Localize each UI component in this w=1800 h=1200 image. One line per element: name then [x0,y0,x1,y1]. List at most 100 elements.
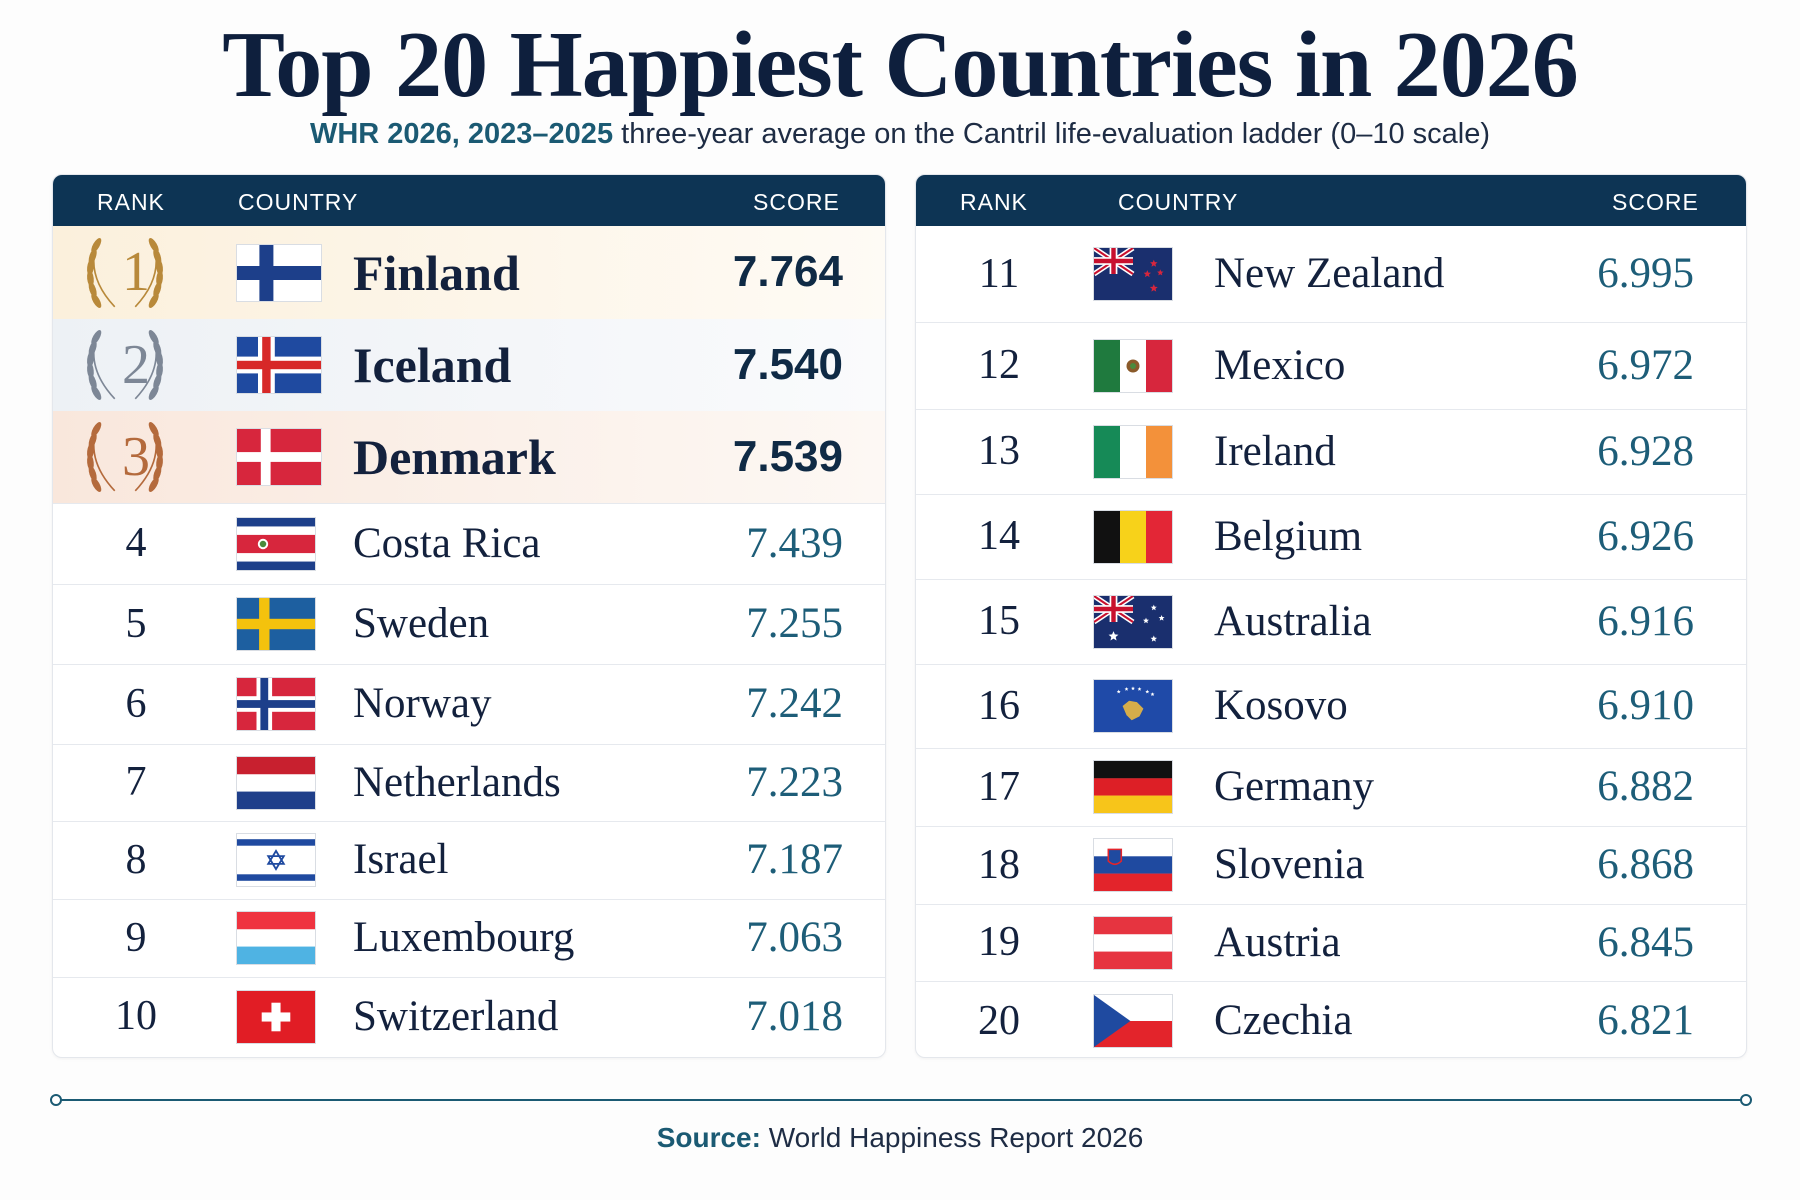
rank-value: 14 [978,513,1020,560]
rank-value: 10 [115,993,157,1040]
subtitle: WHR 2026, 2023–2025 three-year average o… [0,118,1800,151]
kosovo-flag-icon [1094,680,1172,732]
table-row: 16 Kosovo 6.910 [916,664,1746,749]
header-score: SCORE [753,189,840,215]
source-note: Source: World Happiness Report 2026 [0,1122,1800,1154]
rank-value: 11 [978,250,1020,297]
score-value: 7.242 [746,680,843,728]
country-name: Costa Rica [353,519,541,567]
norway-flag-icon [237,678,315,730]
slovenia-flag-icon [1094,839,1172,891]
denmark-flag-icon [237,429,321,485]
footer-divider [56,1099,1746,1101]
sweden-flag-icon [237,598,315,650]
rank-value: 16 [978,682,1020,729]
subtitle-text: three-year average on the Cantril life-e… [621,118,1491,150]
table-row: 6 Norway 7.242 [53,664,885,745]
ranking-table-left: RANK COUNTRY SCORE 1 Finland 7.764 2 Iceland… [52,174,886,1058]
rank-value: 9 [125,914,147,961]
australia-flag-icon [1094,595,1172,648]
score-value: 7.255 [746,600,843,648]
belgium-flag-icon [1094,510,1172,563]
divider-end-dot [50,1094,62,1106]
rank-value: 20 [978,997,1020,1044]
rank-value: 4 [125,520,147,567]
score-value: 6.926 [1597,512,1694,560]
finland-flag-icon [237,244,321,301]
netherlands-flag-icon [237,756,315,809]
country-name: Luxembourg [353,914,575,962]
score-value: 7.223 [746,758,843,806]
header-rank: RANK [960,189,1028,215]
score-value: 6.821 [1597,997,1694,1045]
header-score: SCORE [1612,189,1699,215]
score-value: 6.916 [1597,597,1694,645]
table-row: 20 Czechia 6.821 [916,981,1746,1057]
mexico-flag-icon [1094,339,1172,392]
table-row: 3 Denmark 7.539 [53,411,885,504]
country-name: Slovenia [1214,841,1365,889]
score-value: 6.868 [1597,841,1694,889]
table-row: 9 Luxembourg 7.063 [53,899,885,978]
table-row: 5 Sweden 7.255 [53,584,885,665]
rank-value: 5 [125,600,147,647]
germany-flag-icon [1094,761,1172,813]
table-header: RANK COUNTRY SCORE [53,175,885,226]
rank-value: 17 [978,763,1020,810]
table-row: 19 Austria 6.845 [916,904,1746,982]
country-name: Australia [1214,597,1372,645]
rank-value: 15 [978,598,1020,645]
source-text: World Happiness Report 2026 [768,1122,1144,1153]
score-value: 6.928 [1597,427,1694,475]
rank-value: 7 [125,759,147,806]
score-value: 7.439 [746,519,843,567]
header-country: COUNTRY [238,189,359,215]
costa-rica-flag-icon [237,517,315,570]
rank-value: 18 [978,841,1020,888]
silver-laurel-icon [87,330,163,400]
score-value: 6.995 [1597,250,1694,298]
table-row: 11 New Zealand 6.995 [916,226,1746,323]
table-row: 17 Germany 6.882 [916,748,1746,827]
table-row: 15 Australia 6.916 [916,579,1746,665]
country-name: Israel [353,836,449,884]
country-name: Czechia [1214,997,1353,1045]
score-value: 7.764 [732,247,843,297]
country-name: Ireland [1214,427,1336,475]
country-name: Norway [353,680,492,728]
score-value: 6.882 [1597,763,1694,811]
score-value: 6.845 [1597,918,1694,966]
country-name: Kosovo [1214,682,1348,730]
new-zealand-flag-icon [1094,248,1172,300]
score-value: 7.540 [732,339,843,389]
country-name: Austria [1214,918,1341,966]
country-name: Netherlands [353,758,561,806]
table-row: 4 Costa Rica 7.439 [53,503,885,585]
country-name: New Zealand [1214,250,1445,298]
subtitle-highlight: WHR 2026, 2023–2025 [309,118,614,150]
country-name: Finland [353,244,520,301]
bronze-laurel-icon [87,422,163,492]
country-name: Mexico [1214,341,1346,389]
luxembourg-flag-icon [237,912,315,964]
score-value: 7.187 [746,836,843,884]
table-row: 18 Slovenia 6.868 [916,826,1746,905]
table-row: 10 Switzerland 7.018 [53,977,885,1056]
table-row: 8 Israel 7.187 [53,821,885,900]
rank-value: 1 [122,241,150,304]
table-row: 14 Belgium 6.926 [916,494,1746,580]
divider-end-dot [1740,1094,1752,1106]
table-header: RANK COUNTRY SCORE [916,175,1746,226]
rank-value: 3 [122,425,150,488]
source-label: Source: [656,1122,761,1153]
ireland-flag-icon [1094,425,1172,478]
page-title: Top 20 Happiest Countries in 2026 [222,13,1579,117]
rank-value: 2 [122,333,150,396]
score-value: 6.910 [1597,682,1694,730]
table-row: 2 Iceland 7.540 [53,319,885,412]
table-row: 13 Ireland 6.928 [916,409,1746,495]
header-country: COUNTRY [1118,189,1239,215]
score-value: 7.539 [732,431,843,481]
ranking-table-right: RANK COUNTRY SCORE 11 New Zealand 6.995 12 M… [915,174,1747,1058]
header-rank: RANK [97,189,165,215]
